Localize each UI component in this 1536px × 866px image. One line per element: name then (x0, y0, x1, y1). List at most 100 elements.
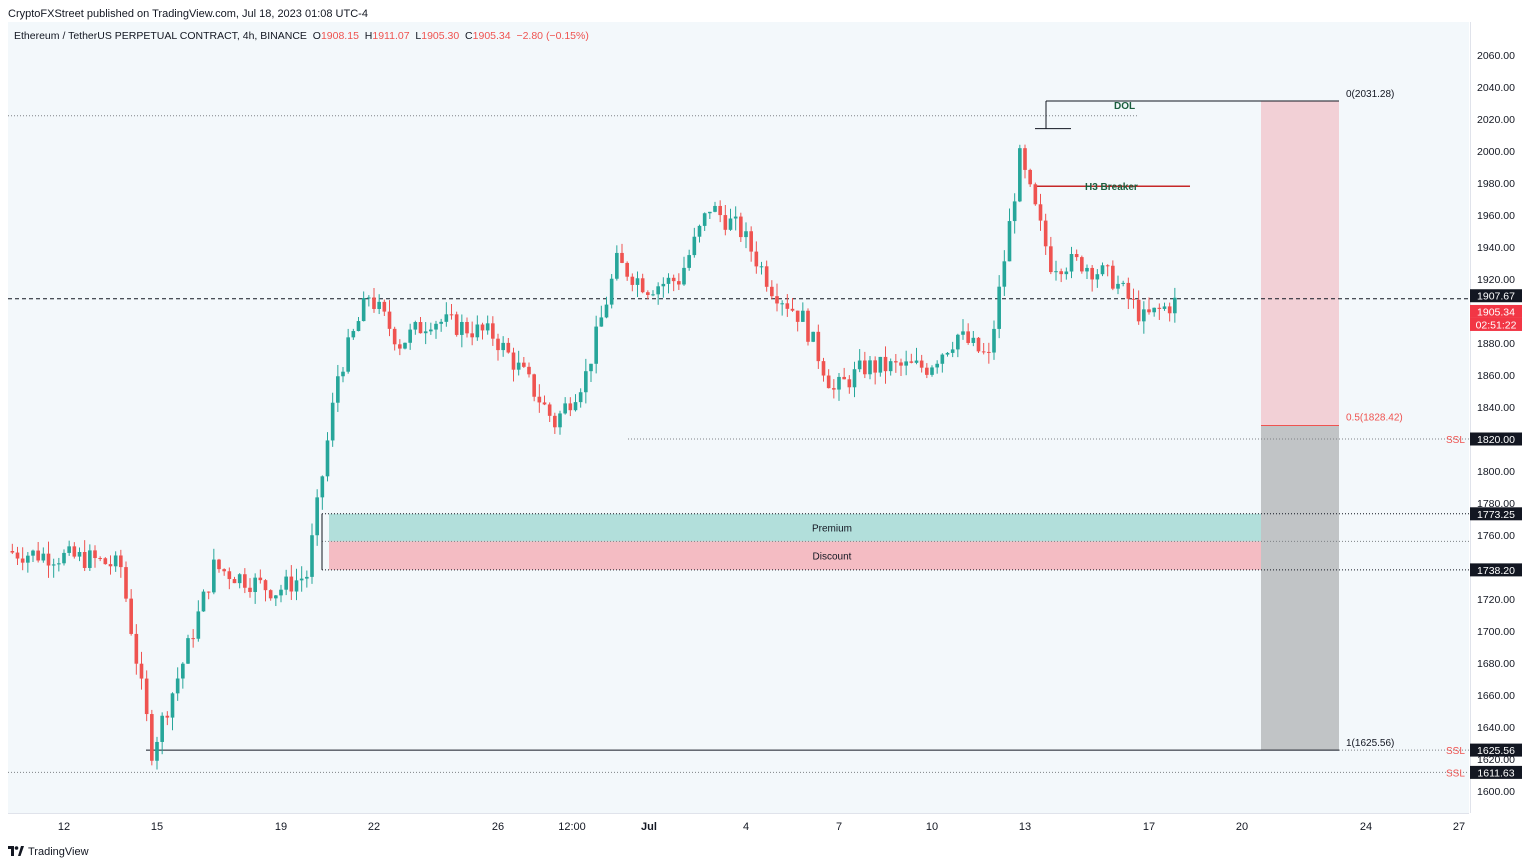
candle (578, 388, 583, 408)
footer: TradingView (8, 844, 89, 860)
candle (527, 362, 531, 378)
candle (780, 300, 784, 316)
candle (93, 545, 97, 568)
candle-body (392, 328, 397, 345)
candle-body (408, 329, 412, 343)
candle (191, 629, 195, 648)
candle (423, 322, 428, 345)
y-tick-label: 1800.00 (1477, 466, 1515, 478)
candle-body (795, 310, 800, 322)
candle (609, 273, 614, 309)
candle-body (542, 402, 547, 405)
candle (1147, 297, 1151, 315)
candle-body (888, 361, 893, 372)
candle (1152, 307, 1156, 317)
candle-body (894, 361, 898, 363)
candle-body (113, 555, 118, 567)
price-label-1907-67-bg (1470, 289, 1522, 303)
candle (491, 316, 495, 346)
candle (217, 558, 221, 573)
candle (883, 346, 888, 384)
time-axis[interactable] (8, 813, 1469, 842)
candle (894, 354, 898, 373)
tradingview-logo-icon[interactable] (8, 845, 24, 859)
candle (1100, 262, 1105, 277)
x-tick-label: 22 (368, 821, 380, 833)
candle (713, 201, 717, 213)
candle-body (103, 558, 108, 565)
candle (899, 358, 903, 376)
candle (356, 317, 361, 332)
x-tick-label: Jul (641, 821, 657, 833)
candle-body (1064, 271, 1069, 275)
candle-body (759, 266, 764, 268)
price-label-1738-20-bg (1470, 563, 1522, 577)
candle-body (1059, 271, 1063, 275)
candle (702, 212, 707, 231)
y-tick-label: 1860.00 (1477, 370, 1515, 382)
candle-body (41, 553, 46, 561)
price-label-1611-63-bg (1470, 765, 1522, 779)
candle (480, 322, 485, 340)
chart-area[interactable] (8, 22, 1469, 813)
candle (20, 547, 25, 571)
candle-body (873, 360, 877, 373)
candle (935, 360, 939, 374)
candle-body (1147, 309, 1151, 313)
candle-body (961, 331, 965, 335)
candle (547, 402, 552, 423)
candle (930, 365, 934, 377)
x-tick-label: 12 (58, 821, 70, 833)
candle-body (1043, 220, 1048, 247)
candle (728, 208, 733, 231)
candle (10, 543, 15, 555)
footer-brand[interactable]: TradingView (28, 846, 89, 858)
candle (398, 339, 402, 356)
candle-body (227, 571, 232, 580)
candle-body (10, 551, 15, 553)
candle-body (191, 638, 195, 640)
candle-body (749, 231, 753, 252)
x-tick-label: 27 (1453, 821, 1465, 833)
candle-body (196, 611, 201, 639)
candle (511, 347, 516, 382)
ssl-label-1: SSL (1446, 435, 1465, 446)
candle-body (837, 376, 841, 390)
countdown-label-bg (1470, 317, 1522, 331)
candle-body (243, 574, 247, 588)
candle-body (1167, 306, 1172, 314)
candle (1136, 290, 1141, 325)
candle (945, 352, 950, 357)
candle (1038, 193, 1043, 231)
price-label-1820-bg (1470, 432, 1522, 446)
candle (113, 551, 118, 572)
candle-body (914, 360, 919, 363)
candle-body (687, 255, 691, 268)
candle-body (516, 362, 521, 370)
candle (310, 523, 314, 584)
candle-body (935, 363, 939, 368)
candle-body (263, 580, 268, 591)
candle (651, 290, 655, 297)
candle-body (325, 440, 330, 477)
candle (821, 357, 826, 382)
candle-body (821, 361, 826, 376)
candle (294, 568, 299, 601)
candle (248, 578, 252, 598)
open-label: O (312, 30, 321, 42)
candle-body (925, 367, 929, 375)
candle-body (1095, 274, 1100, 280)
last-price-label: 1905.34 (1477, 306, 1515, 318)
candle (904, 350, 908, 376)
candle-body (547, 404, 552, 416)
candle-body (217, 559, 221, 570)
publish-caption: CryptoFXStreet published on TradingView.… (8, 8, 368, 20)
candle (981, 342, 986, 355)
candle (661, 277, 666, 298)
price-label-1625-56: 1625.56 (1477, 745, 1515, 757)
price-axis[interactable] (1470, 22, 1536, 813)
candle-body (77, 551, 82, 557)
candle (950, 341, 955, 358)
candle-body (222, 569, 226, 572)
